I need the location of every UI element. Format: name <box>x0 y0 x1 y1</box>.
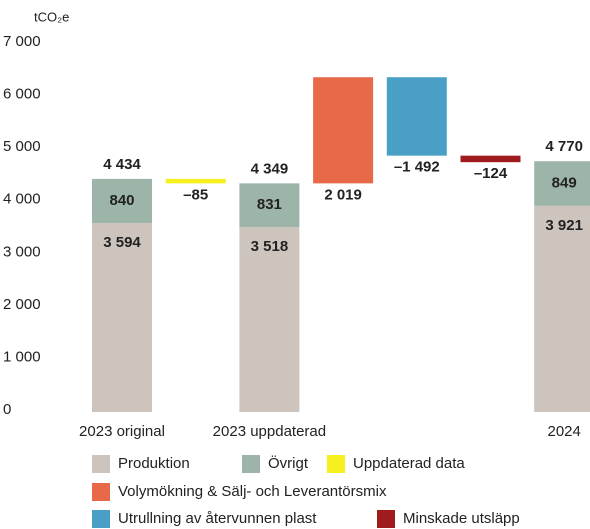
legend-swatch <box>92 455 110 473</box>
total-label: 4 349 <box>251 160 289 177</box>
y-tick-label: 7 000 <box>3 33 41 50</box>
bar-segment <box>92 178 152 224</box>
x-tick-label: 2023 uppdaterad <box>213 423 326 440</box>
legend-label: Utrullning av återvunnen plast <box>118 510 317 527</box>
y-tick-label: 2 000 <box>3 296 41 313</box>
legend-swatch <box>377 510 395 528</box>
x-tick-label: 2023 original <box>79 423 165 440</box>
value-label: 840 <box>109 192 134 209</box>
value-label: 831 <box>257 196 282 213</box>
bar-segment <box>239 183 300 228</box>
y-tick-label: 0 <box>3 401 11 418</box>
bar <box>460 155 521 163</box>
legend-label: Volymökning & Sälj- och Leverantörsmix <box>118 483 387 500</box>
bar-segment <box>534 161 590 206</box>
bar-segment <box>239 227 300 412</box>
bar <box>165 178 226 184</box>
y-tick-label: 6 000 <box>3 86 41 103</box>
bar-segment <box>92 223 152 412</box>
legend-label: Produktion <box>118 455 190 472</box>
y-tick-label: 3 000 <box>3 243 41 260</box>
value-label: 849 <box>552 175 577 192</box>
legend-swatch <box>92 510 110 528</box>
bar-segment <box>534 205 590 412</box>
legend-label: Uppdaterad data <box>353 455 465 472</box>
y-tick-label: 4 000 <box>3 191 41 208</box>
total-label: 4 434 <box>103 156 141 173</box>
value-label: –85 <box>183 186 208 203</box>
value-label: –124 <box>474 165 508 182</box>
x-tick-label: 2024 <box>548 423 581 440</box>
bar <box>386 77 447 156</box>
total-label: 4 770 <box>545 138 583 155</box>
value-label: 3 518 <box>251 238 289 255</box>
y-axis-label: tCO₂e <box>34 9 69 24</box>
value-label: 3 921 <box>545 217 583 234</box>
y-tick-label: 5 000 <box>3 138 41 155</box>
legend-label: Övrigt <box>268 454 309 472</box>
value-label: –1 492 <box>394 159 440 176</box>
legend-swatch <box>327 455 345 473</box>
y-tick-label: 1 000 <box>3 348 41 365</box>
legend-label: Minskade utsläpp <box>403 510 520 527</box>
legend-swatch <box>92 483 110 501</box>
bar <box>313 77 374 184</box>
value-label: 2 019 <box>324 186 362 203</box>
value-label: 3 594 <box>103 234 141 251</box>
legend-swatch <box>242 455 260 473</box>
